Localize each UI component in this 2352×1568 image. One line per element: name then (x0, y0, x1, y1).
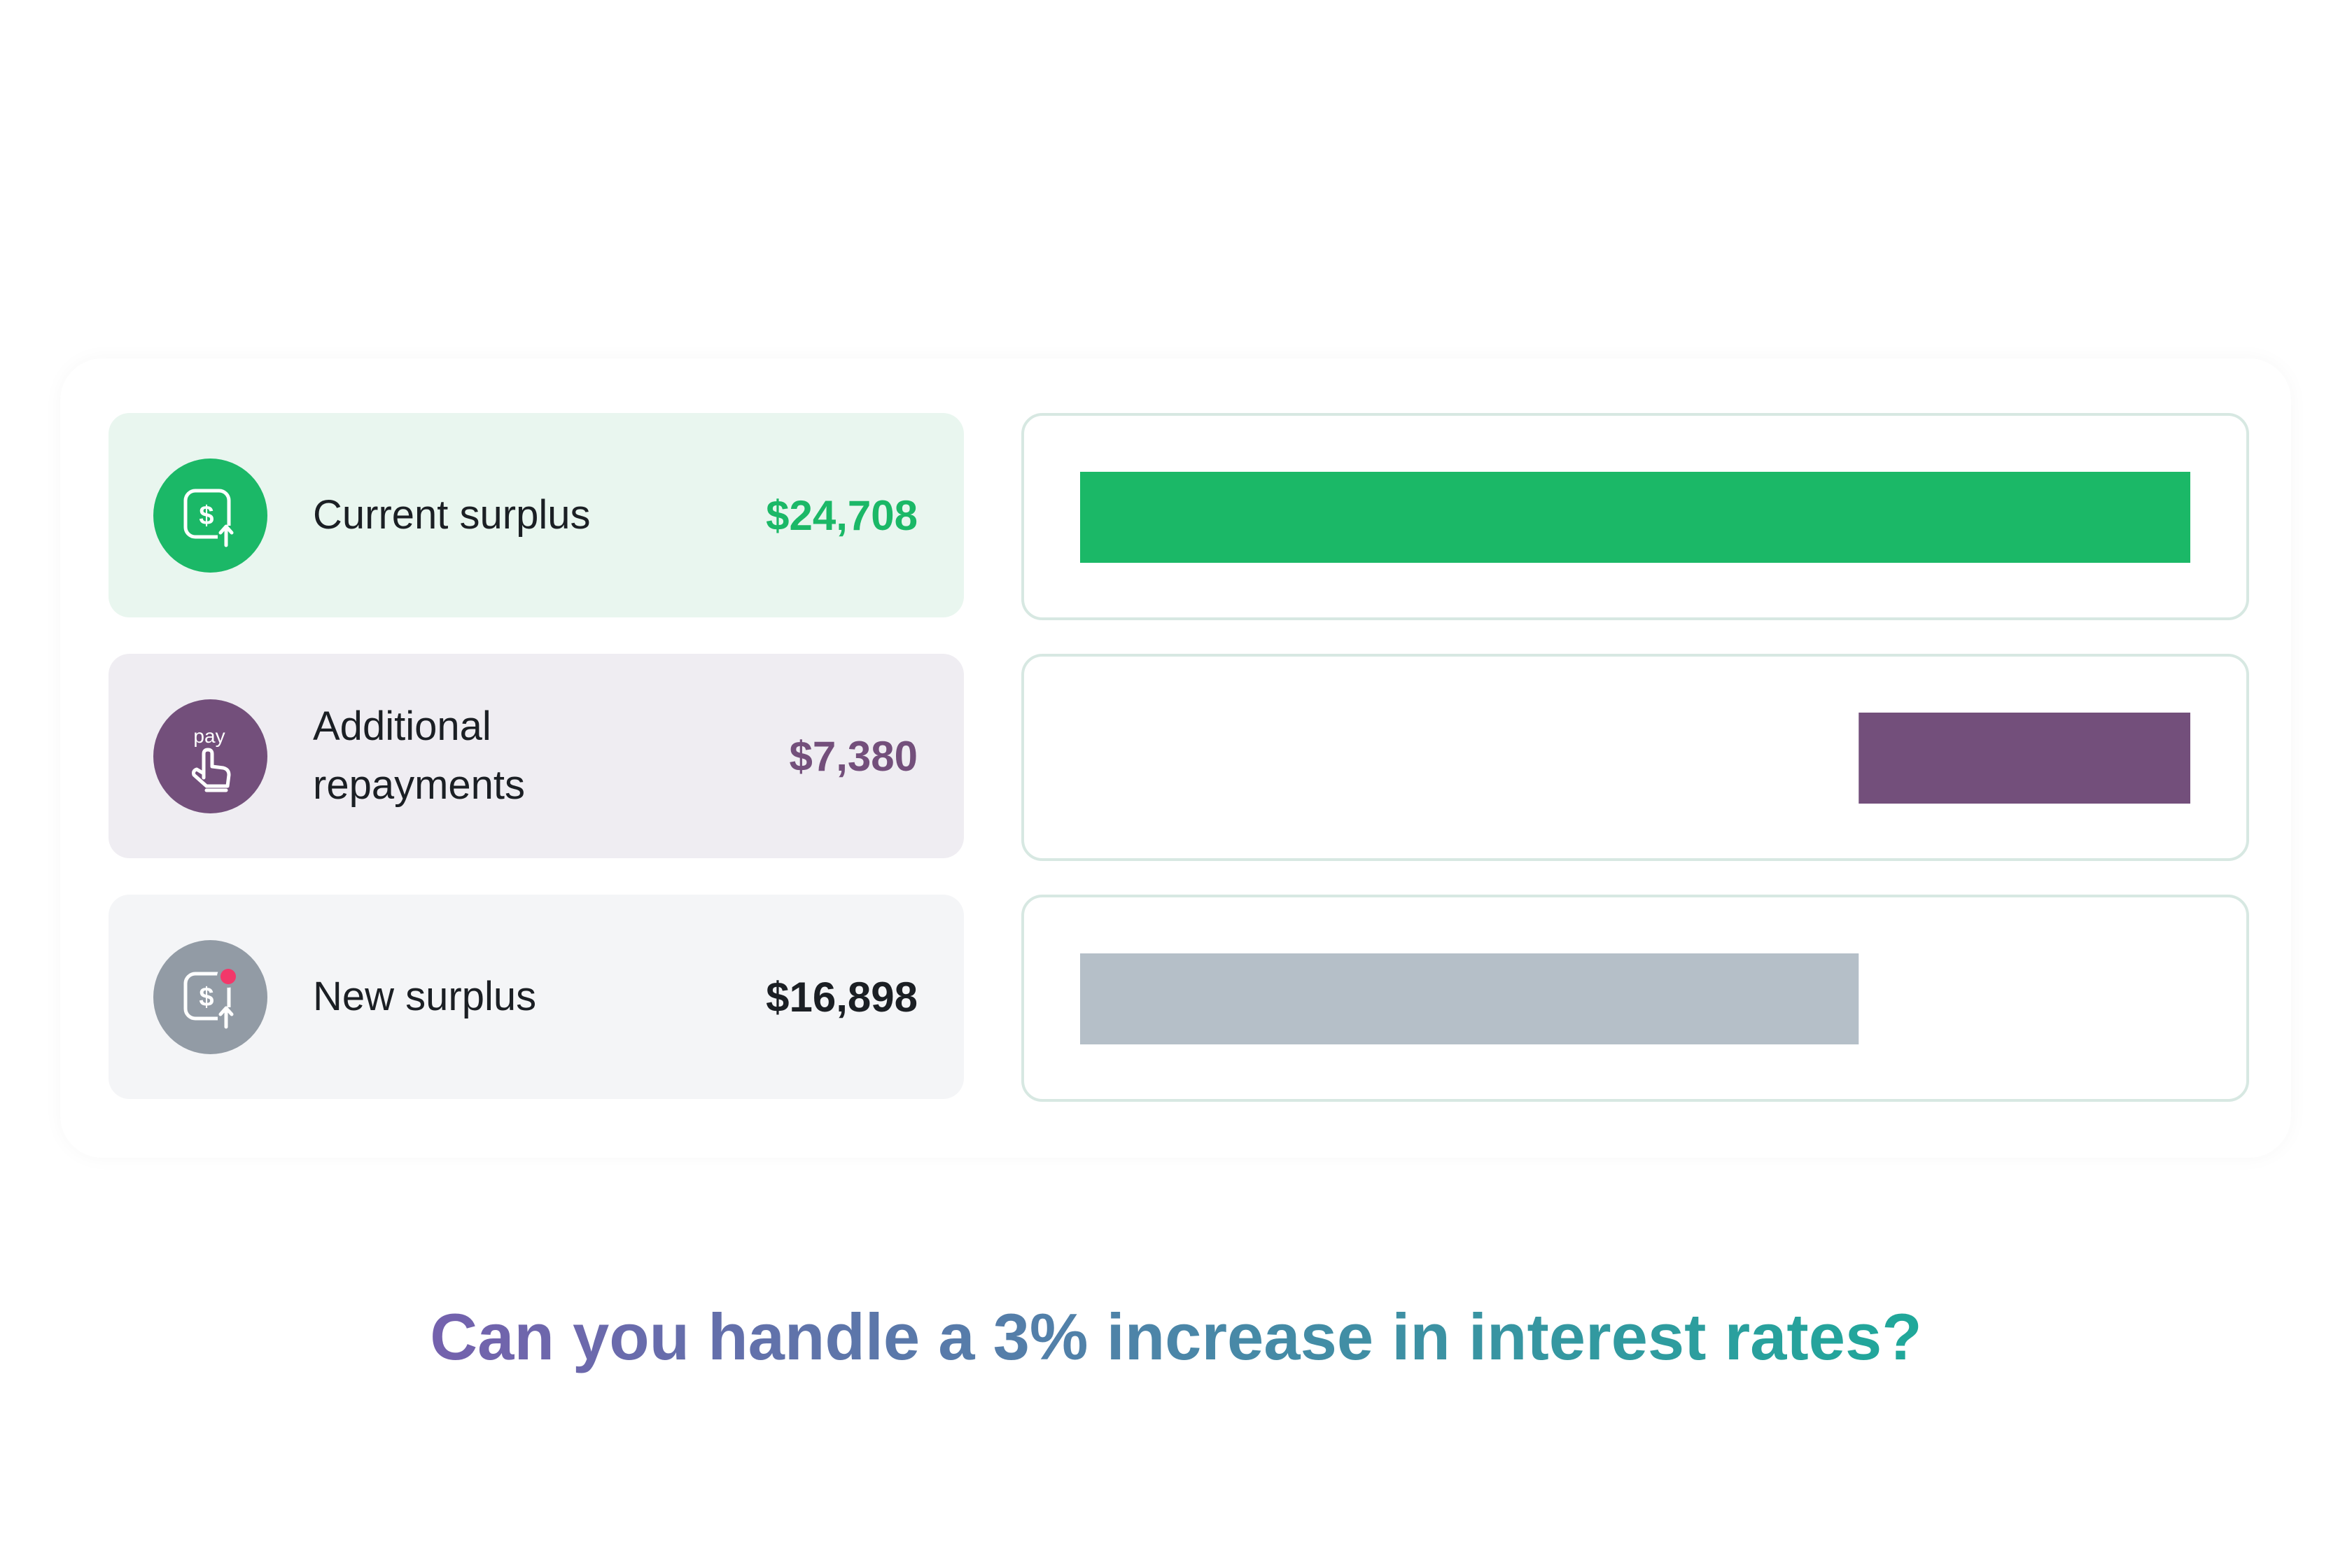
pay-hand-icon: pay (153, 699, 267, 813)
row-value: $16,898 (766, 973, 918, 1021)
bar-card-new-surplus (1021, 895, 2249, 1102)
dollar-up-alert-icon: $ (153, 940, 267, 1054)
bar-card-additional-repayments (1021, 654, 2249, 861)
headline: Can you handle a 3% increase in interest… (430, 1300, 1922, 1373)
row-card-current-surplus: $ Current surplus $24,708 (108, 413, 964, 617)
svg-text:pay: pay (193, 725, 225, 747)
bar-new-surplus (1080, 953, 1859, 1044)
dollar-up-icon: $ (153, 458, 267, 573)
row-label: New surplus (313, 974, 537, 1019)
row-label: Current surplus (313, 492, 591, 538)
bar-additional-repayments (1858, 713, 2190, 804)
row-value: $24,708 (766, 491, 918, 539)
row-card-new-surplus: $ New surplus $16,898 (108, 895, 964, 1099)
row-label: Additional repayments (313, 704, 526, 808)
svg-text:$: $ (199, 983, 214, 1012)
alert-dot (220, 969, 236, 984)
row-card-additional-repayments: pay Additional repayments $7,380 (108, 654, 964, 858)
svg-text:$: $ (199, 501, 214, 531)
bar-card-current-surplus (1021, 413, 2249, 620)
row-value: $7,380 (789, 732, 918, 780)
bar-current-surplus (1080, 472, 2190, 563)
